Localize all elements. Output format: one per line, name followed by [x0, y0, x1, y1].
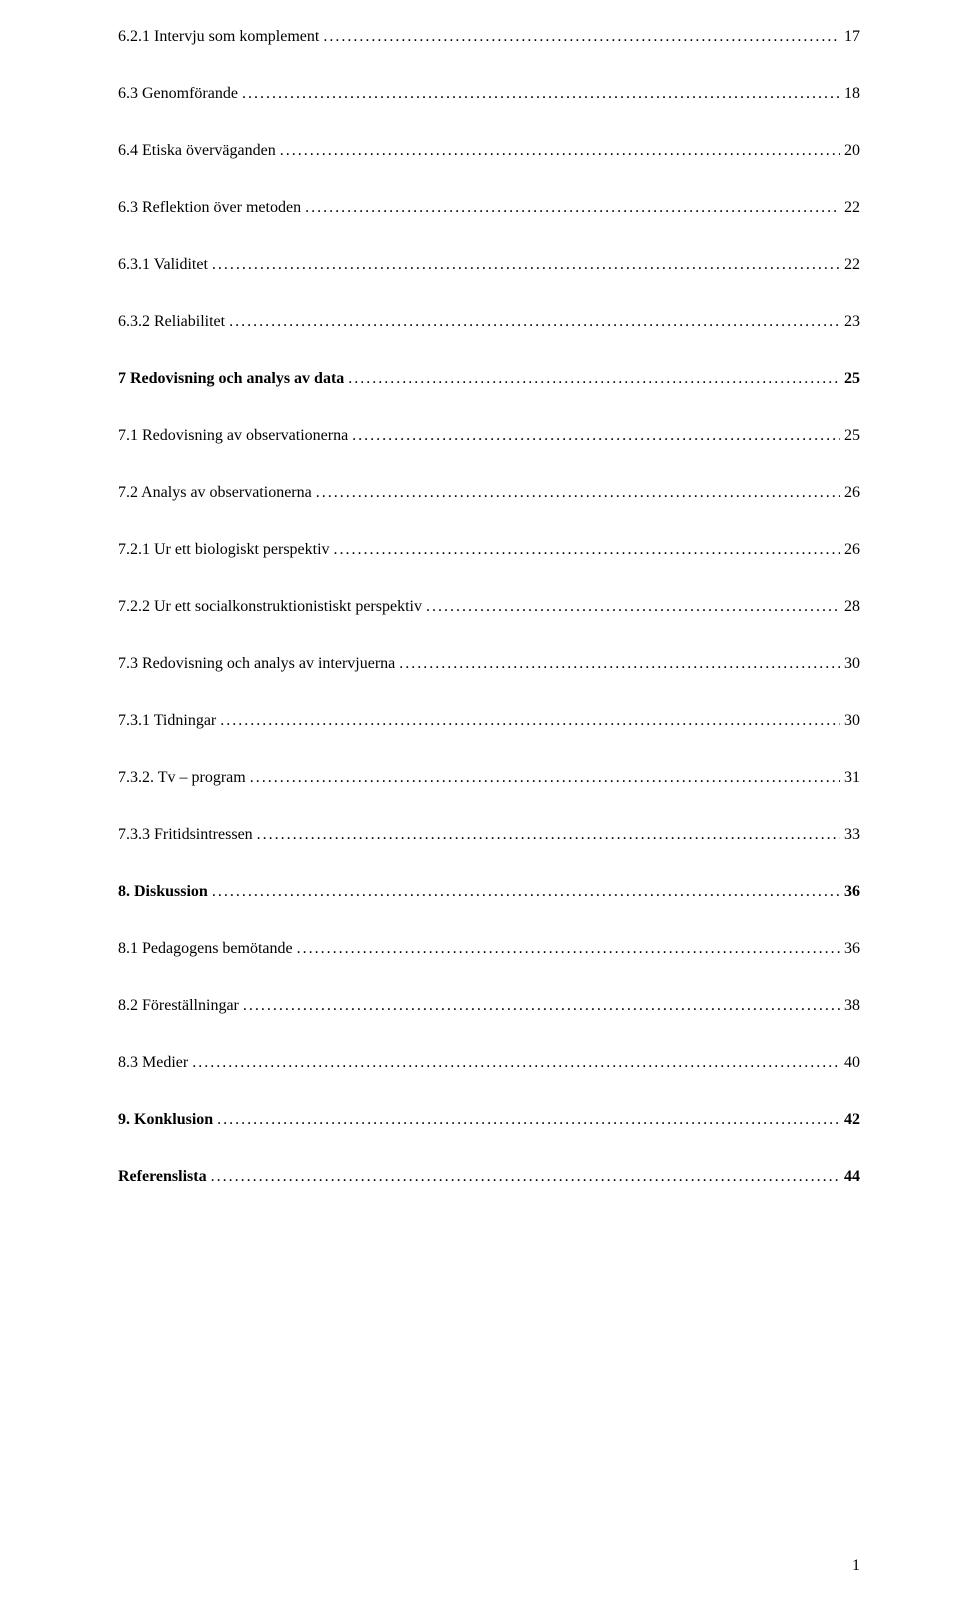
toc-dot-leader — [316, 484, 840, 502]
toc-entry-label: 6.4 Etiska överväganden — [118, 142, 276, 160]
toc-entry: 7 Redovisning och analys av data 25 — [118, 370, 860, 388]
toc-entry: 7.3.1 Tidningar 30 — [118, 712, 860, 730]
toc-entry: 7.2 Analys av observationerna 26 — [118, 484, 860, 502]
page-number: 1 — [852, 1557, 860, 1575]
toc-entry: 6.2.1 Intervju som komplement 17 — [118, 28, 860, 46]
toc-entry: 8.2 Föreställningar 38 — [118, 997, 860, 1015]
toc-entry: Referenslista 44 — [118, 1168, 860, 1186]
toc-entry-label: 7.3.2. Tv – program — [118, 769, 246, 787]
toc-entry: 6.3 Genomförande 18 — [118, 85, 860, 103]
toc-entry-page: 31 — [844, 769, 860, 787]
toc-entry: 7.2.1 Ur ett biologiskt perspektiv 26 — [118, 541, 860, 559]
table-of-contents: 6.2.1 Intervju som komplement 17 6.3 Geno… — [118, 28, 860, 1186]
toc-dot-leader — [250, 769, 840, 787]
toc-dot-leader — [242, 85, 840, 103]
toc-entry-page: 20 — [844, 142, 860, 160]
toc-entry-label: 7.2.2 Ur ett socialkonstruktionistiskt p… — [118, 598, 422, 616]
toc-entry-label: 7.1 Redovisning av observationerna — [118, 427, 348, 445]
toc-entry: 7.3.3 Fritidsintressen 33 — [118, 826, 860, 844]
toc-entry-page: 28 — [844, 598, 860, 616]
toc-entry: 9. Konklusion 42 — [118, 1111, 860, 1129]
toc-entry-label: Referenslista — [118, 1168, 207, 1186]
toc-dot-leader — [348, 370, 840, 388]
toc-entry-label: 6.3.1 Validitet — [118, 256, 208, 274]
toc-entry: 7.3 Redovisning och analys av intervjuer… — [118, 655, 860, 673]
toc-entry-page: 25 — [844, 370, 860, 388]
toc-entry-label: 9. Konklusion — [118, 1111, 213, 1129]
toc-entry-label: 8. Diskussion — [118, 883, 208, 901]
toc-entry-page: 38 — [844, 997, 860, 1015]
toc-entry: 8. Diskussion 36 — [118, 883, 860, 901]
toc-dot-leader — [334, 541, 840, 559]
toc-dot-leader — [399, 655, 840, 673]
toc-entry-page: 33 — [844, 826, 860, 844]
toc-entry: 6.3.1 Validitet 22 — [118, 256, 860, 274]
toc-dot-leader — [212, 256, 840, 274]
toc-entry-label: 8.1 Pedagogens bemötande — [118, 940, 293, 958]
toc-dot-leader — [426, 598, 840, 616]
toc-dot-leader — [212, 883, 840, 901]
toc-entry-page: 22 — [844, 199, 860, 217]
toc-entry-page: 42 — [844, 1111, 860, 1129]
toc-entry-page: 22 — [844, 256, 860, 274]
toc-entry-label: 8.3 Medier — [118, 1054, 188, 1072]
toc-entry-label: 7 Redovisning och analys av data — [118, 370, 344, 388]
toc-entry-page: 36 — [844, 940, 860, 958]
toc-dot-leader — [217, 1111, 840, 1129]
toc-entry-page: 23 — [844, 313, 860, 331]
toc-dot-leader — [323, 28, 840, 46]
toc-entry-label: 7.3.1 Tidningar — [118, 712, 216, 730]
toc-dot-leader — [243, 997, 840, 1015]
toc-entry: 6.4 Etiska överväganden 20 — [118, 142, 860, 160]
toc-dot-leader — [220, 712, 840, 730]
toc-entry-page: 30 — [844, 712, 860, 730]
toc-dot-leader — [280, 142, 840, 160]
toc-entry-page: 36 — [844, 883, 860, 901]
toc-entry-page: 40 — [844, 1054, 860, 1072]
toc-entry-label: 6.3.2 Reliabilitet — [118, 313, 225, 331]
toc-entry-label: 6.3 Reflektion över metoden — [118, 199, 301, 217]
toc-entry: 8.3 Medier 40 — [118, 1054, 860, 1072]
toc-entry-page: 17 — [844, 28, 860, 46]
toc-dot-leader — [305, 199, 840, 217]
toc-entry-page: 18 — [844, 85, 860, 103]
toc-entry-page: 26 — [844, 484, 860, 502]
toc-dot-leader — [352, 427, 840, 445]
toc-entry-label: 6.2.1 Intervju som komplement — [118, 28, 319, 46]
toc-entry-page: 25 — [844, 427, 860, 445]
toc-entry: 7.2.2 Ur ett socialkonstruktionistiskt p… — [118, 598, 860, 616]
toc-dot-leader — [211, 1168, 840, 1186]
toc-entry-label: 7.2.1 Ur ett biologiskt perspektiv — [118, 541, 330, 559]
toc-dot-leader — [257, 826, 840, 844]
toc-entry: 8.1 Pedagogens bemötande 36 — [118, 940, 860, 958]
toc-entry: 7.3.2. Tv – program 31 — [118, 769, 860, 787]
toc-entry-page: 30 — [844, 655, 860, 673]
toc-entry: 7.1 Redovisning av observationerna 25 — [118, 427, 860, 445]
toc-entry-label: 7.3 Redovisning och analys av intervjuer… — [118, 655, 395, 673]
toc-entry: 6.3 Reflektion över metoden 22 — [118, 199, 860, 217]
toc-dot-leader — [192, 1054, 840, 1072]
toc-entry-label: 8.2 Föreställningar — [118, 997, 239, 1015]
toc-entry-page: 26 — [844, 541, 860, 559]
toc-entry-label: 7.3.3 Fritidsintressen — [118, 826, 253, 844]
toc-dot-leader — [229, 313, 840, 331]
toc-dot-leader — [297, 940, 840, 958]
toc-entry-label: 7.2 Analys av observationerna — [118, 484, 312, 502]
toc-entry: 6.3.2 Reliabilitet 23 — [118, 313, 860, 331]
toc-entry-label: 6.3 Genomförande — [118, 85, 238, 103]
toc-entry-page: 44 — [844, 1168, 860, 1186]
